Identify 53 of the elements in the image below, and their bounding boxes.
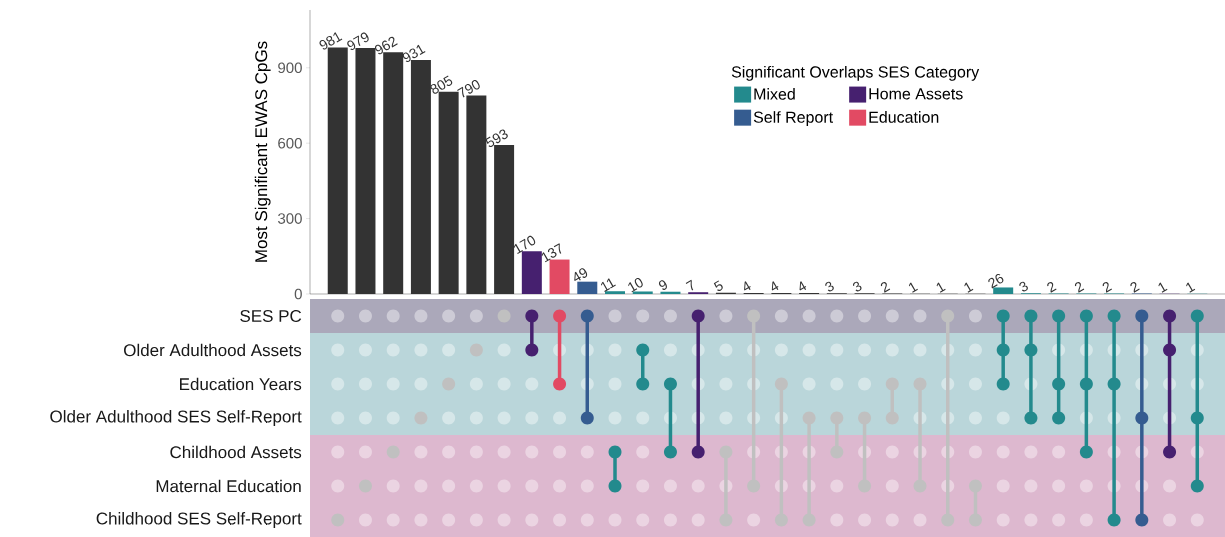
bar <box>632 291 653 294</box>
data-label: 5 <box>713 280 723 291</box>
bar <box>993 287 1014 294</box>
data-label: 4 <box>799 281 807 291</box>
data-label: 790 <box>457 80 480 98</box>
category-label: SES PC <box>240 309 302 323</box>
category-label: Maternal Education <box>156 479 301 493</box>
data-label: 2 <box>880 282 891 293</box>
data-label: 3 <box>825 281 834 292</box>
data-label: 981 <box>319 32 343 50</box>
category-label: Older Adulthood SES Self-Report <box>50 410 302 426</box>
data-label: 2 <box>1102 282 1112 293</box>
y-tick-label: 900 <box>278 62 302 74</box>
data-label: 1 <box>908 282 918 293</box>
data-label: 1 <box>1186 282 1196 293</box>
data-label: 1 <box>964 282 974 293</box>
category-label: Childhood SES Self-Report <box>96 512 302 528</box>
legend-label: Home Assets <box>869 88 963 100</box>
legend-label: Mixed <box>754 88 795 100</box>
data-label: 3 <box>1019 281 1028 292</box>
data-label: 9 <box>658 280 667 290</box>
data-label: 7 <box>685 279 694 291</box>
data-label: 137 <box>541 243 562 263</box>
category-label: Education Years <box>180 377 302 391</box>
y-tick-label: 300 <box>278 213 302 224</box>
data-label: 3 <box>852 281 862 292</box>
data-label: 805 <box>430 75 453 94</box>
data-label: 2 <box>1074 282 1085 293</box>
y-tick-label: 600 <box>278 137 302 149</box>
category-label: Older Adulthood Assets <box>124 343 302 357</box>
data-label: 170 <box>513 235 536 255</box>
data-label: 11 <box>600 278 616 292</box>
data-label: 4 <box>744 281 751 291</box>
data-label: 931 <box>402 44 426 63</box>
bar <box>605 291 626 294</box>
data-label: 979 <box>347 32 369 51</box>
category-label: Childhood Assets <box>170 445 302 459</box>
data-label: 593 <box>485 129 508 148</box>
data-label: 1 <box>1158 282 1168 293</box>
data-label: 962 <box>374 36 398 55</box>
data-label: 1 <box>936 282 946 293</box>
data-label: 2 <box>1130 282 1140 293</box>
data-label: 4 <box>771 281 779 291</box>
data-label: 49 <box>574 268 588 281</box>
legend-label: Self Report <box>753 111 834 127</box>
bar <box>577 281 598 294</box>
data-label: 26 <box>988 273 1004 289</box>
data-label: 10 <box>628 278 643 293</box>
legend-label: Education <box>869 111 939 123</box>
data-label: 2 <box>1047 282 1057 293</box>
legend-title: Significant Overlaps SES Category <box>731 65 980 81</box>
y-tick-label: 0 <box>294 288 302 300</box>
y-axis-title: Most Significant EWAS CpGs <box>254 41 271 262</box>
